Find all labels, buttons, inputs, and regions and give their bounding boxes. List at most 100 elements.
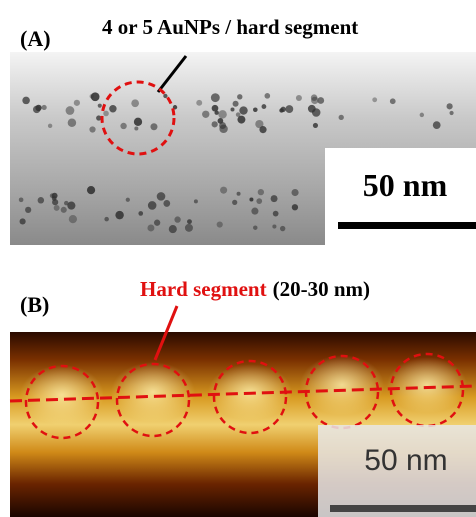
nanoparticle — [98, 104, 102, 108]
nanoparticle — [194, 199, 198, 203]
scale-label: 50 nm — [363, 167, 448, 203]
nanoparticle — [265, 93, 271, 99]
nanoparticle — [169, 225, 177, 233]
nanoparticle — [259, 126, 266, 133]
nanoparticle — [220, 187, 227, 194]
nanoparticle — [54, 205, 60, 211]
nanoparticle — [273, 211, 279, 217]
nanoparticle — [239, 106, 247, 114]
nanoparticle — [66, 106, 75, 115]
nanoparticle — [218, 118, 224, 124]
nanoparticle — [120, 123, 126, 129]
nanoparticle — [157, 192, 166, 201]
nanoparticle — [253, 107, 258, 112]
nanoparticle — [296, 95, 302, 101]
nanoparticle — [96, 115, 101, 120]
nanoparticle — [150, 123, 157, 130]
nanoparticle — [449, 111, 453, 115]
nanoparticle — [134, 118, 142, 126]
nanoparticle — [237, 94, 242, 99]
nanoparticle — [48, 124, 52, 128]
nanoparticle — [187, 219, 192, 224]
nanoparticle — [253, 226, 257, 230]
nanoparticle — [212, 105, 219, 112]
annotation-range: (20-30 nm) — [273, 277, 370, 301]
nanoparticle — [311, 97, 318, 104]
nanoparticle — [52, 199, 58, 205]
nanoparticle — [237, 116, 245, 124]
nanoparticle — [104, 217, 109, 222]
nanoparticle — [433, 121, 441, 129]
nanoparticle — [174, 216, 180, 222]
nanoparticle — [308, 105, 316, 113]
nanoparticle — [339, 115, 344, 120]
nanoparticle — [68, 119, 76, 127]
panel-label: (B) — [20, 292, 49, 317]
nanoparticle — [109, 105, 116, 112]
nanoparticle — [50, 193, 55, 198]
nanoparticle — [20, 218, 26, 224]
nanoparticle — [35, 105, 41, 111]
nanoparticle — [251, 208, 258, 215]
nanoparticle — [103, 111, 109, 117]
nanoparticle — [69, 215, 77, 223]
nanoparticle — [147, 224, 154, 231]
nanoparticle — [126, 198, 130, 202]
annotation: 4 or 5 AuNPs / hard segment — [102, 15, 358, 39]
nanoparticle — [249, 198, 253, 202]
nanoparticle — [64, 201, 69, 206]
nanoparticle — [67, 202, 75, 210]
nanoparticle — [38, 197, 44, 203]
nanoparticle — [185, 224, 193, 232]
nanoparticle — [87, 186, 95, 194]
nanoparticle — [89, 126, 95, 132]
nanoparticle — [90, 94, 94, 98]
nanoparticle — [22, 97, 30, 105]
nanoparticle — [115, 211, 123, 219]
nanoparticle — [218, 110, 227, 119]
nanoparticle — [447, 103, 453, 109]
nanoparticle — [372, 97, 377, 102]
nanoparticle — [292, 204, 298, 210]
nanoparticle — [272, 224, 276, 228]
nanoparticle — [134, 126, 138, 130]
annotation: Hard segment(20-30 nm) — [140, 277, 370, 301]
nanoparticle — [148, 201, 157, 210]
nanoparticle — [280, 226, 285, 231]
nanoparticle — [271, 195, 278, 202]
nanoparticle — [279, 108, 283, 112]
nanoparticle — [212, 121, 218, 127]
nanoparticle — [131, 99, 139, 107]
nanoparticle — [25, 207, 31, 213]
scale-bar — [330, 505, 476, 512]
nanoparticle — [232, 200, 237, 205]
nanoparticle — [138, 211, 143, 216]
nanoparticle — [262, 104, 267, 109]
nanoparticle — [313, 123, 318, 128]
nanoparticle — [42, 105, 47, 110]
nanoparticle — [256, 198, 262, 204]
panel-label: (A) — [20, 26, 51, 51]
nanoparticle — [196, 100, 202, 106]
nanoparticle — [61, 207, 67, 213]
nanoparticle — [258, 189, 264, 195]
nanoparticle — [237, 192, 241, 196]
scale-label: 50 nm — [364, 444, 447, 477]
nanoparticle — [202, 111, 209, 118]
nanoparticle — [211, 93, 220, 102]
nanoparticle — [74, 100, 80, 106]
nanoparticle — [163, 200, 170, 207]
nanoparticle — [163, 94, 167, 98]
nanoparticle — [219, 125, 227, 133]
figure: (A) 4 or 5 AuNPs / hard segment 50 nm Ha… — [0, 0, 476, 517]
nanoparticle — [291, 189, 298, 196]
nanoparticle — [230, 107, 234, 111]
nanoparticle — [233, 101, 239, 107]
nanoparticle — [420, 113, 424, 117]
scale-bar — [338, 222, 476, 229]
nanoparticle — [19, 198, 24, 203]
nanoparticle — [154, 220, 160, 226]
nanoparticle — [390, 98, 396, 104]
annotation-red: Hard segment — [140, 277, 267, 301]
nanoparticle — [217, 221, 223, 227]
